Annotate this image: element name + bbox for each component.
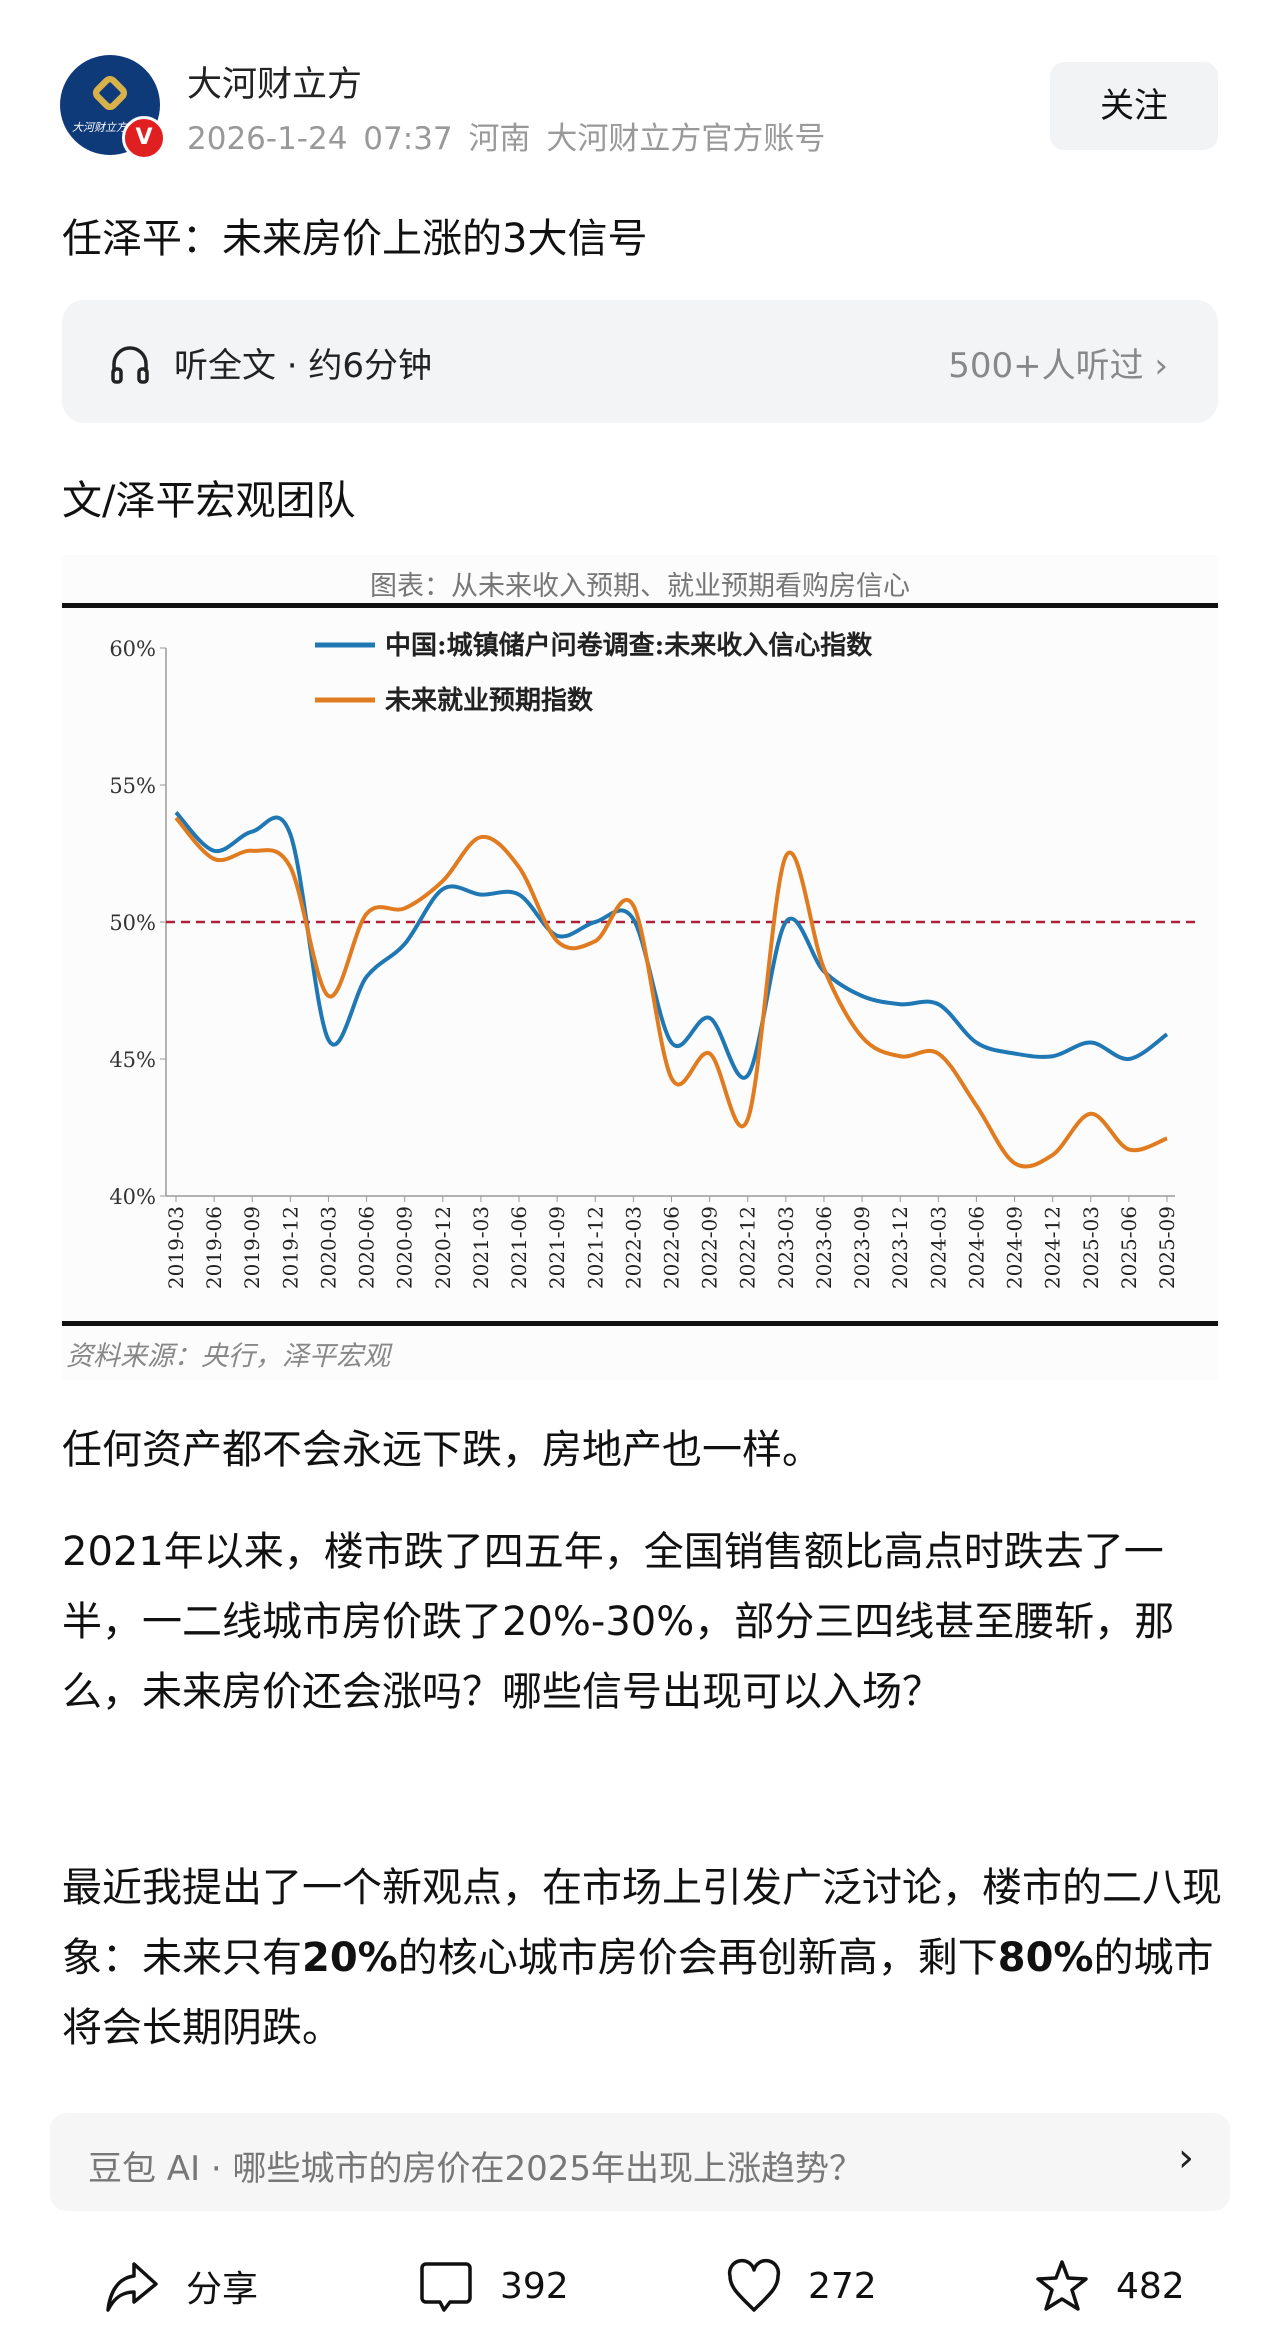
chevron-right-icon: ›: [1178, 2135, 1194, 2181]
follow-button[interactable]: 关注: [1050, 62, 1218, 150]
x-tick-label: 2021-06: [507, 1206, 531, 1289]
post-meta: 2026-1-24 07:37 河南 大河财立方官方账号: [187, 113, 825, 158]
line-chart: 图表：从未来收入预期、就业预期看购房信心 资料来源：央行，泽平宏观 40% 45%…: [62, 571, 1218, 1372]
x-tick-label: 2023-03: [774, 1206, 798, 1289]
x-tick-label: 2023-09: [850, 1206, 874, 1289]
author-name[interactable]: 大河财立方: [187, 65, 363, 105]
x-tick-label: 2025-03: [1079, 1206, 1103, 1289]
listen-count-text: 500+人听过: [948, 346, 1144, 386]
byline: 文/泽平宏观团队: [62, 478, 356, 524]
chart-source: 资料来源：央行，泽平宏观: [66, 1341, 393, 1372]
listen-count: 500+人听过 ›: [948, 338, 1168, 387]
listen-full-text-bar[interactable]: 听全文 · 约6分钟 500+人听过 ›: [62, 300, 1218, 423]
share-label: 分享: [186, 2269, 259, 2310]
chart-image: 图表：从未来收入预期、就业预期看购房信心 资料来源：央行，泽平宏观 40% 45%…: [62, 555, 1218, 1380]
x-tick-label: 2022-09: [698, 1206, 722, 1289]
x-tick-label: 2024-03: [926, 1206, 950, 1289]
para3-text-e: 的城市将会长期阴跌。: [62, 1935, 1214, 2051]
x-tick-label: 2024-12: [1041, 1206, 1065, 1289]
x-tick-label: 2020-03: [316, 1206, 340, 1289]
chevron-right-icon: ›: [1154, 346, 1168, 386]
x-tick-label: 2021-09: [545, 1206, 569, 1289]
series-line-1: [174, 816, 1168, 1169]
x-tick-label: 2024-06: [964, 1206, 988, 1289]
heart-icon: [727, 2258, 781, 2312]
like-button[interactable]: 272: [726, 2258, 877, 2314]
bottom-rule: [62, 1321, 1218, 1326]
paragraph-3: 最近我提出了一个新观点，在市场上引发广泛讨论，楼市的二八现象：未来只有20%的核…: [62, 1853, 1222, 2063]
x-tick-label: 2021-03: [469, 1206, 493, 1289]
listen-label: 听全文 · 约6分钟: [174, 346, 433, 386]
comment-button[interactable]: 392: [418, 2258, 569, 2314]
x-tick-label: 2022-06: [660, 1206, 684, 1289]
paragraph-2: 2021年以来，楼市跌了四五年，全国销售额比高点时跌去了一半，一二线城市房价跌了…: [62, 1529, 1175, 1715]
headphones-icon: [111, 346, 149, 384]
post-date: 2026-1-24: [187, 121, 348, 157]
y-tick-label: 45%: [109, 1048, 156, 1072]
avatar-logo-text: 大河财立方: [72, 121, 127, 134]
share-icon: [106, 2262, 158, 2312]
post-time: 07:37: [363, 121, 453, 157]
article-title: 任泽平：未来房价上涨的3大信号: [62, 216, 648, 262]
doubao-question: 豆包 AI · 哪些城市的房价在2025年出现上涨趋势？: [88, 2149, 864, 2189]
comment-icon: [420, 2262, 472, 2312]
para3-text-a: 最近我提出了一个新观点，在市场上引发广泛讨论，楼市的二八现象：未来只有: [62, 1865, 1222, 1981]
x-tick-label: 2019-12: [278, 1206, 302, 1289]
paragraph-1: 任何资产都不会永远下跌，房地产也一样。: [62, 1427, 822, 1473]
x-tick-label: 2021-12: [583, 1206, 607, 1289]
para3-text-c: 的核心城市房价会再创新高，剩下: [397, 1935, 998, 1981]
x-tick-label: 2023-06: [812, 1206, 836, 1289]
x-tick-label: 2025-09: [1155, 1206, 1179, 1289]
x-tick-label: 2024-09: [1003, 1206, 1027, 1289]
author-avatar[interactable]: 大河财立方: [60, 55, 160, 155]
comment-count: 392: [500, 2265, 569, 2307]
like-count: 272: [808, 2265, 877, 2307]
logo-icon: [89, 72, 131, 114]
chart-title: 图表：从未来收入预期、就业预期看购房信心: [370, 571, 910, 602]
x-tick-label: 2023-12: [888, 1206, 912, 1289]
legend-label-0: 中国:城镇储户问卷调查:未来收入信心指数: [385, 630, 873, 661]
x-tick-label: 2020-12: [431, 1206, 455, 1289]
x-tick-label: 2020-09: [393, 1206, 417, 1289]
y-tick-label: 40%: [109, 1185, 156, 1209]
star-icon: [1036, 2260, 1088, 2311]
x-tick-label: 2019-09: [240, 1206, 264, 1289]
favorite-button[interactable]: 482: [1034, 2258, 1185, 2314]
para3-bold-80: 80%: [997, 1935, 1094, 1981]
para3-bold-20: 20%: [302, 1935, 398, 1981]
x-tick-label: 2022-03: [621, 1206, 645, 1289]
account-desc: 大河财立方官方账号: [546, 121, 826, 157]
x-tick-label: 2019-06: [202, 1206, 226, 1289]
doubao-ai-suggestion[interactable]: 豆包 AI · 哪些城市的房价在2025年出现上涨趋势？ ›: [50, 2113, 1230, 2211]
y-tick-label: 55%: [109, 774, 156, 798]
x-tick-label: 2025-06: [1117, 1206, 1141, 1289]
share-button[interactable]: 分享: [104, 2258, 258, 2314]
x-tick-label: 2022-12: [736, 1206, 760, 1289]
verified-badge: V: [122, 116, 166, 160]
post-location: 河南: [468, 121, 531, 157]
favorite-count: 482: [1116, 2265, 1185, 2307]
top-rule: [62, 603, 1218, 608]
series-line-0: [174, 810, 1169, 1080]
x-tick-label: 2020-06: [355, 1206, 379, 1289]
legend-label-1: 未来就业预期指数: [385, 686, 594, 716]
y-tick-label: 50%: [109, 911, 156, 935]
y-tick-label: 60%: [109, 637, 156, 661]
x-tick-label: 2019-03: [164, 1206, 188, 1289]
